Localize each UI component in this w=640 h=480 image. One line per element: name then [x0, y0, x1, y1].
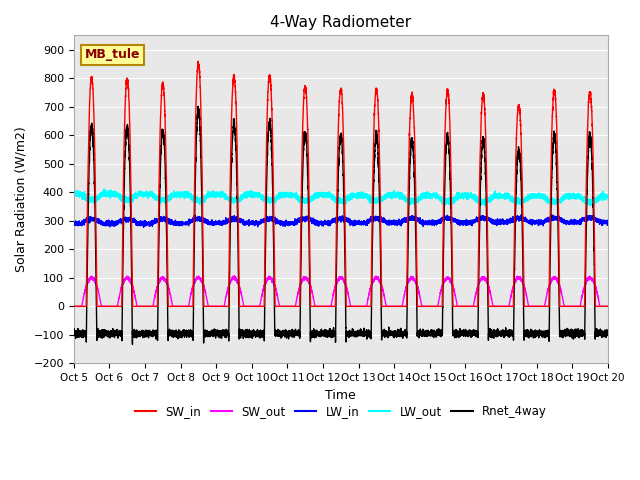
- Title: 4-Way Radiometer: 4-Way Radiometer: [270, 15, 412, 30]
- Y-axis label: Solar Radiation (W/m2): Solar Radiation (W/m2): [15, 127, 28, 272]
- Legend: SW_in, SW_out, LW_in, LW_out, Rnet_4way: SW_in, SW_out, LW_in, LW_out, Rnet_4way: [130, 401, 552, 423]
- X-axis label: Time: Time: [325, 389, 356, 402]
- Text: MB_tule: MB_tule: [84, 48, 140, 61]
